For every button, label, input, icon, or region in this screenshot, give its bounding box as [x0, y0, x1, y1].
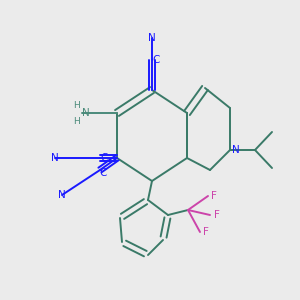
- Text: H: H: [73, 116, 80, 125]
- Text: N: N: [148, 33, 156, 43]
- Text: F: F: [211, 191, 217, 201]
- Text: C: C: [100, 153, 108, 163]
- Text: C: C: [152, 55, 160, 65]
- Text: H: H: [73, 100, 80, 109]
- Text: F: F: [214, 210, 220, 220]
- Text: N: N: [82, 108, 90, 118]
- Text: N: N: [232, 145, 240, 155]
- Text: F: F: [203, 227, 209, 237]
- Text: N: N: [58, 190, 66, 200]
- Text: N: N: [51, 153, 59, 163]
- Text: C: C: [99, 168, 107, 178]
